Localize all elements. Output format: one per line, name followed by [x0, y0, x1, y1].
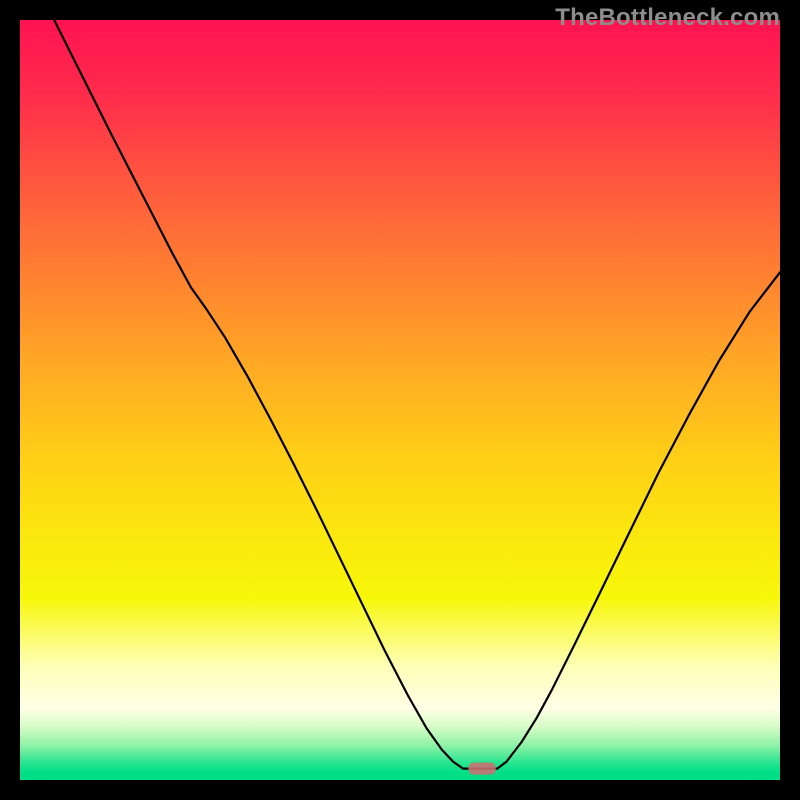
gradient-background [20, 20, 780, 780]
chart-frame [0, 0, 800, 800]
optimal-marker [468, 763, 495, 775]
chart-svg [0, 0, 800, 800]
watermark-text: TheBottleneck.com [555, 4, 780, 32]
